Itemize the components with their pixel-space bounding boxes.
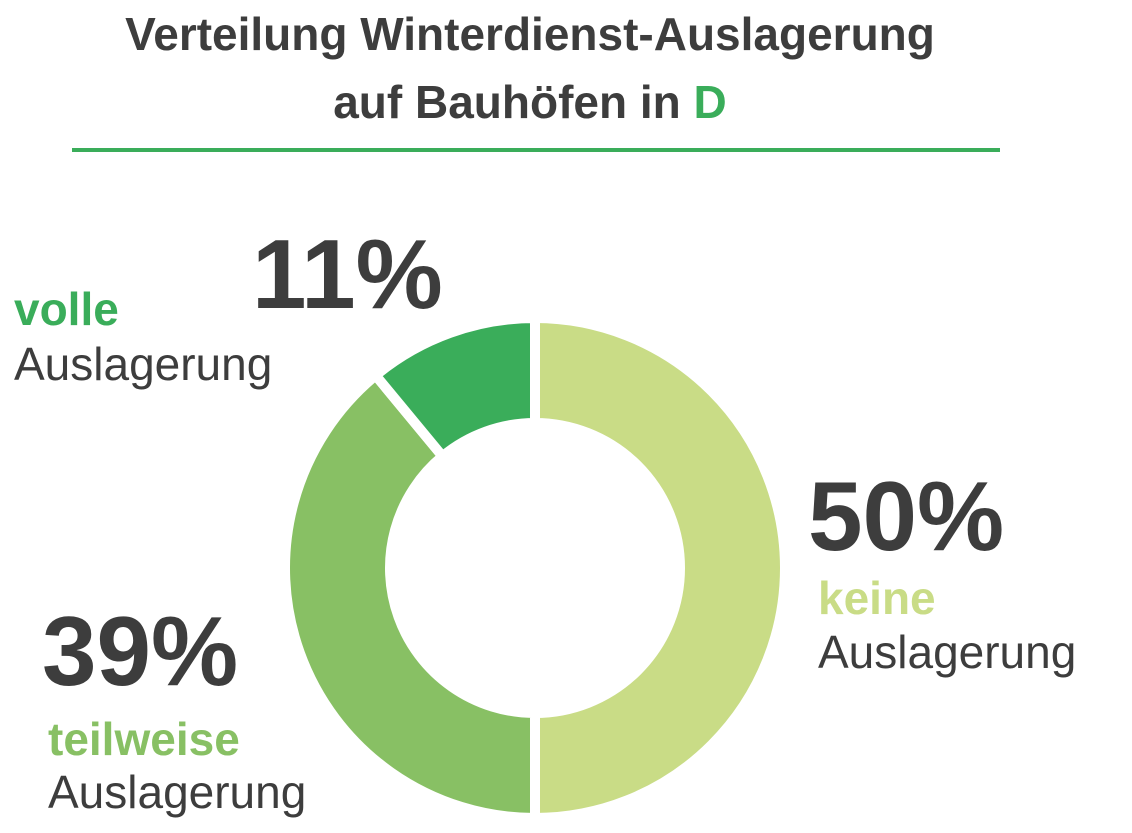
chart-title-line: auf Bauhöfen in D	[333, 76, 727, 128]
chart-title: Verteilung Winterdienst-Auslagerung	[125, 8, 935, 60]
category-label: teilweise	[48, 713, 240, 765]
donut-slice	[368, 312, 540, 464]
donut-slice	[280, 368, 540, 824]
category-label: Auslagerung	[14, 338, 272, 390]
category-label: Auslagerung	[818, 626, 1076, 678]
chart-title-accent: D	[694, 76, 727, 128]
donut-slice	[530, 312, 790, 824]
category-label: Auslagerung	[48, 766, 306, 818]
value-label: 39%	[42, 596, 238, 706]
category-label: volle	[14, 283, 119, 335]
category-label: keine	[818, 572, 936, 624]
value-label: 50%	[808, 461, 1004, 571]
chart-title: auf Bauhöfen in	[333, 76, 681, 128]
value-label: 11%	[252, 219, 443, 329]
